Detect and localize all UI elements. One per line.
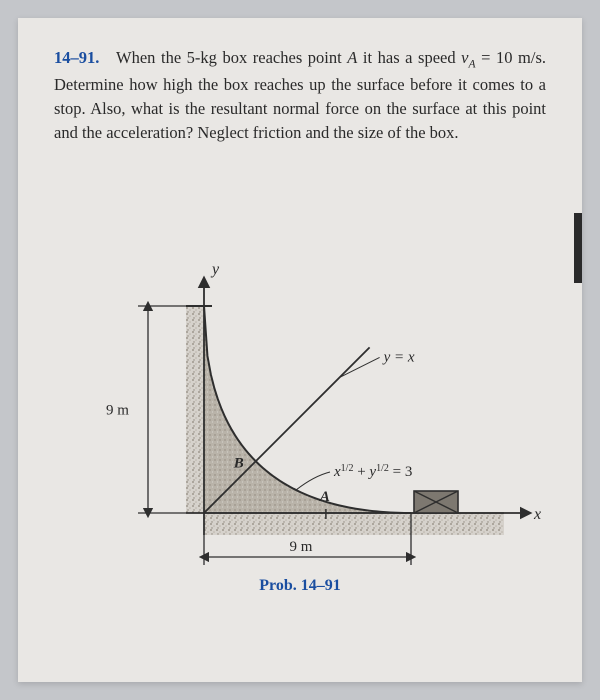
x-axis-label: x <box>533 506 541 523</box>
y-wall <box>186 306 204 513</box>
line-eq-label: y = x <box>382 349 415 365</box>
problem-number: 14–91. <box>54 48 99 67</box>
ground-strip <box>204 513 504 535</box>
y-axis-label: y <box>210 261 220 278</box>
problem-statement: 14–91. When the 5-kg box reaches point A… <box>54 46 546 145</box>
curve-leader <box>296 472 330 490</box>
figure: y x B Ay = x x1/2 + y1/2 = 3 9 m 9 m Prob. 14–… <box>54 193 546 613</box>
figure-caption: Prob. 14–91 <box>54 577 546 595</box>
point-b-label: B <box>233 455 244 471</box>
page-edge-mark <box>574 213 582 283</box>
yx-leader <box>340 357 380 377</box>
dim-h-label: 9 m <box>290 539 313 555</box>
dim-v-label: 9 m <box>106 402 129 418</box>
point-a-label: A <box>319 489 330 505</box>
curve-eq-label: x1/2 + y1/2 = 3 <box>333 463 412 480</box>
